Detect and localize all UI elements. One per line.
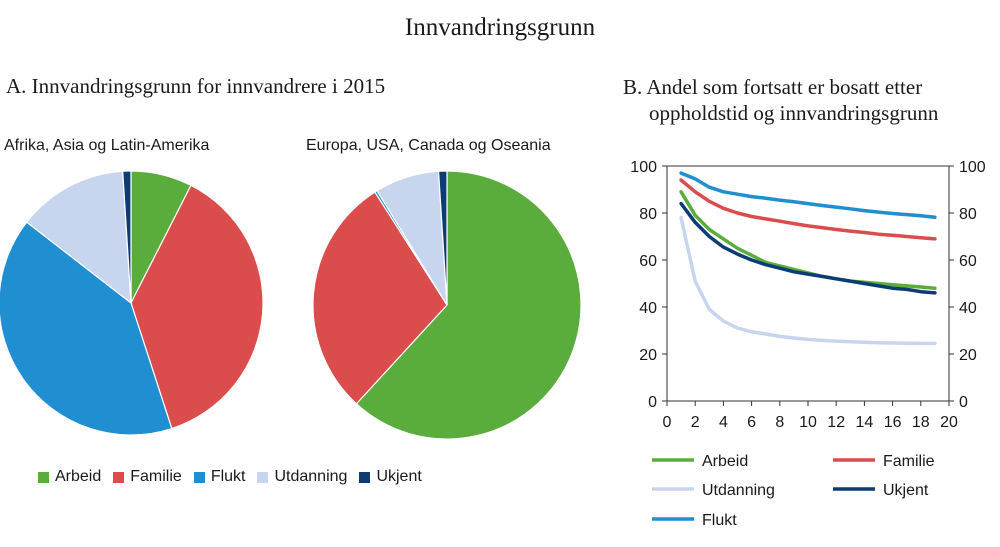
pie1-slice-utdanning xyxy=(25,170,132,305)
y-tick-label-left: 100 xyxy=(630,159,657,176)
line-series-flukt xyxy=(679,171,937,219)
pie-legend-item-flukt: Flukt xyxy=(193,468,246,486)
pie1-slice-familie xyxy=(130,184,264,430)
line-legend-label-utdanning: Utdanning xyxy=(702,482,775,499)
x-tick-label: 0 xyxy=(663,414,672,431)
pie-legend: Arbeid Familie Flukt Utdanning Ukjent xyxy=(38,468,434,486)
pie2-title: Europa, USA, Canada og Oseania xyxy=(306,137,551,154)
x-tick-label: 8 xyxy=(775,414,784,431)
pie1-slice-flukt xyxy=(0,221,173,436)
line-legend-label-flukt: Flukt xyxy=(702,512,737,529)
pie2-slice-arbeid xyxy=(355,170,582,440)
x-tick-label: 4 xyxy=(719,414,728,431)
y-tick-label-right: 20 xyxy=(959,347,977,364)
y-tick-label-left: 60 xyxy=(639,253,657,270)
pie-legend-swatch-familie xyxy=(113,471,125,483)
y-tick-label-right: 0 xyxy=(959,394,968,411)
y-tick-label-left: 40 xyxy=(639,300,657,317)
y-tick-label-left: 20 xyxy=(639,347,657,364)
line-legend-label-arbeid: Arbeid xyxy=(702,453,748,470)
panel-b-title-line1: B. Andel som fortsatt er bosatt etter xyxy=(623,75,923,99)
x-tick-label: 2 xyxy=(691,414,700,431)
main-title: Innvandringsgrunn xyxy=(404,14,596,41)
x-tick-label: 10 xyxy=(799,414,817,431)
x-tick-label: 12 xyxy=(827,414,845,431)
pie-legend-item-familie: Familie xyxy=(113,468,182,486)
y-tick-label-left: 80 xyxy=(639,206,657,223)
panel-a-title: A. Innvandringsgrunn for innvandrere i 2… xyxy=(6,74,386,98)
pie2-slice-familie xyxy=(312,191,448,405)
pie-legend-item-arbeid: Arbeid xyxy=(38,468,101,486)
pie-legend-swatch-ukjent xyxy=(359,471,371,483)
y-tick-label-right: 100 xyxy=(959,159,986,176)
pie-legend-swatch-arbeid xyxy=(38,471,49,483)
pie-legend-label-utdanning: Utdanning xyxy=(274,468,348,485)
y-tick-label-right: 40 xyxy=(959,300,977,317)
pie1-title: Afrika, Asia og Latin-Amerika xyxy=(4,137,210,154)
x-tick-label: 6 xyxy=(747,414,756,431)
line-legend-label-familie: Familie xyxy=(883,453,935,470)
pie-legend-label-ukjent: Ukjent xyxy=(376,468,422,485)
pie-legend-item-ukjent: Ukjent xyxy=(359,468,422,486)
pie-legend-item-utdanning: Utdanning xyxy=(257,468,347,486)
line-series-familie xyxy=(679,178,937,241)
pie1-slice-ukjent xyxy=(122,170,132,304)
y-tick-label-right: 80 xyxy=(959,206,977,223)
pie-legend-label-flukt: Flukt xyxy=(210,468,246,485)
line-legend-label-ukjent: Ukjent xyxy=(883,482,929,499)
y-tick-label-left: 0 xyxy=(648,394,657,411)
x-tick-label: 20 xyxy=(940,414,958,431)
pie-legend-label-familie: Familie xyxy=(130,468,182,485)
x-tick-label: 18 xyxy=(912,414,930,431)
panel-b-title: B. Andel som fortsatt er bosatt etter op… xyxy=(623,74,938,126)
x-tick-label: 16 xyxy=(884,414,902,431)
pie-legend-swatch-utdanning xyxy=(257,471,269,483)
y-tick-label-right: 60 xyxy=(959,253,977,270)
line-series-utdanning xyxy=(679,215,937,346)
x-tick-label: 14 xyxy=(856,414,874,431)
pie-legend-label-arbeid: Arbeid xyxy=(55,468,102,485)
pie-legend-swatch-flukt xyxy=(193,471,205,483)
panel-b-title-line2: oppholdstid og innvandringsgrunn xyxy=(649,101,939,125)
pie2-slice-ukjent xyxy=(437,170,448,306)
line-series-ukjent xyxy=(679,201,937,295)
